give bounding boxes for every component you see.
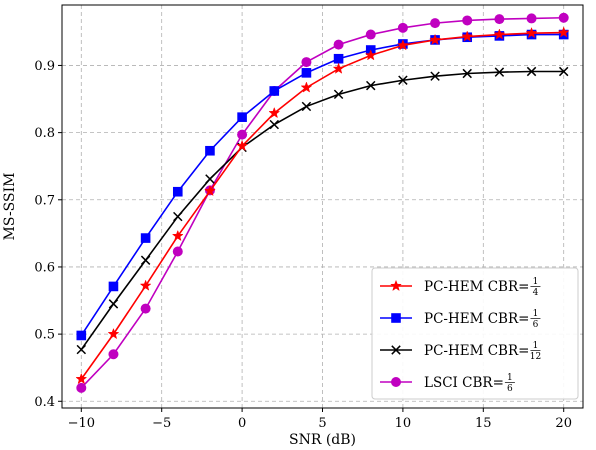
y-tick-label: 0.8 — [34, 126, 55, 141]
series-layer — [75, 12, 570, 393]
x-tick-label: 10 — [395, 416, 412, 431]
legend-marker — [391, 377, 401, 387]
data-point — [494, 67, 505, 77]
data-point — [237, 129, 248, 140]
data-point — [493, 28, 506, 40]
data-point — [269, 119, 279, 130]
x-tick-label: −10 — [68, 416, 95, 431]
x-axis-label: SNR (dB) — [289, 432, 356, 448]
legend-marker — [391, 345, 401, 355]
data-point — [301, 101, 312, 112]
legend-fraction-numerator: 1 — [533, 277, 539, 287]
data-point — [333, 53, 344, 64]
data-point — [76, 330, 87, 341]
legend-entry: PC-HEM CBR= 112 — [380, 341, 541, 362]
data-point — [462, 15, 473, 26]
series-0 — [75, 26, 570, 385]
data-point — [108, 349, 119, 360]
axis-ticks: −10 −5 0 5 10 15 20 0.4 0.5 0.6 0.7 0.8 0.9 — [34, 59, 572, 431]
x-tick-label: 15 — [475, 416, 492, 431]
y-tick-label: 0.9 — [34, 59, 55, 74]
data-point — [173, 211, 183, 222]
data-point — [301, 57, 312, 68]
legend-fraction-denominator: 6 — [533, 320, 539, 330]
data-point — [365, 29, 376, 40]
series-line — [80, 33, 564, 336]
legend-entry: PC-HEM CBR= 16 — [380, 309, 541, 330]
x-tick-label: −5 — [152, 416, 171, 431]
legend-label: PC-HEM CBR= — [424, 343, 529, 359]
data-point — [332, 62, 345, 74]
data-point — [462, 68, 472, 79]
data-point — [526, 66, 537, 77]
data-point — [526, 13, 537, 24]
y-tick-label: 0.7 — [34, 193, 55, 208]
data-point — [364, 49, 377, 61]
legend-fraction-numerator: 1 — [533, 341, 539, 351]
data-point — [461, 30, 474, 42]
series-line — [80, 31, 564, 380]
x-tick-label: 20 — [555, 416, 572, 431]
data-point — [75, 372, 88, 385]
y-tick-label: 0.6 — [34, 260, 55, 275]
y-tick-label: 0.5 — [34, 328, 55, 343]
legend-marker — [391, 313, 401, 323]
data-point — [140, 303, 151, 314]
data-point — [236, 139, 249, 152]
data-point — [107, 327, 120, 340]
data-point — [269, 86, 280, 96]
data-point — [397, 22, 408, 33]
legend-marker — [390, 279, 402, 292]
legend-entry: LSCI CBR= 16 — [380, 373, 515, 394]
data-point — [268, 106, 281, 119]
legend-label: PC-HEM CBR= — [424, 279, 529, 295]
data-point — [237, 112, 247, 122]
data-point — [398, 75, 408, 85]
legend-fraction-denominator: 12 — [530, 352, 541, 362]
y-axis-label: MS-SSIM — [2, 173, 18, 241]
data-point — [494, 14, 505, 25]
data-point — [557, 26, 570, 38]
data-point — [300, 81, 313, 93]
data-point — [204, 184, 216, 197]
data-point — [172, 246, 183, 257]
data-point — [558, 66, 569, 77]
data-point — [333, 39, 344, 50]
data-point — [139, 279, 152, 291]
legend-fraction-numerator: 1 — [507, 373, 513, 383]
legend-fraction-denominator: 4 — [533, 288, 539, 298]
y-tick-label: 0.4 — [34, 395, 55, 410]
data-point — [76, 344, 87, 355]
data-point — [301, 68, 312, 78]
data-point — [430, 71, 440, 81]
series-line — [80, 16, 564, 389]
data-point — [396, 39, 409, 51]
data-point — [108, 281, 119, 292]
x-tick-label: 5 — [318, 416, 326, 431]
data-point — [430, 18, 441, 29]
legend-label: PC-HEM CBR= — [424, 311, 529, 327]
data-point — [366, 80, 376, 91]
series-line — [80, 70, 564, 351]
legend-entry: PC-HEM CBR= 14 — [380, 277, 541, 298]
data-point — [172, 186, 183, 197]
data-point — [558, 12, 569, 23]
data-point — [205, 145, 215, 156]
x-tick-label: 0 — [238, 416, 246, 431]
legend-fraction-denominator: 6 — [507, 384, 513, 394]
data-point — [108, 299, 119, 309]
data-point — [333, 89, 344, 100]
data-point — [429, 33, 441, 45]
legend-box — [371, 267, 579, 400]
legend-fraction-numerator: 1 — [533, 309, 539, 319]
data-point — [171, 229, 184, 242]
data-point — [525, 26, 538, 39]
data-point — [76, 382, 87, 393]
data-point — [140, 233, 151, 243]
data-point — [140, 255, 151, 265]
legend-label: LSCI CBR= — [424, 375, 504, 391]
data-point — [205, 174, 215, 184]
